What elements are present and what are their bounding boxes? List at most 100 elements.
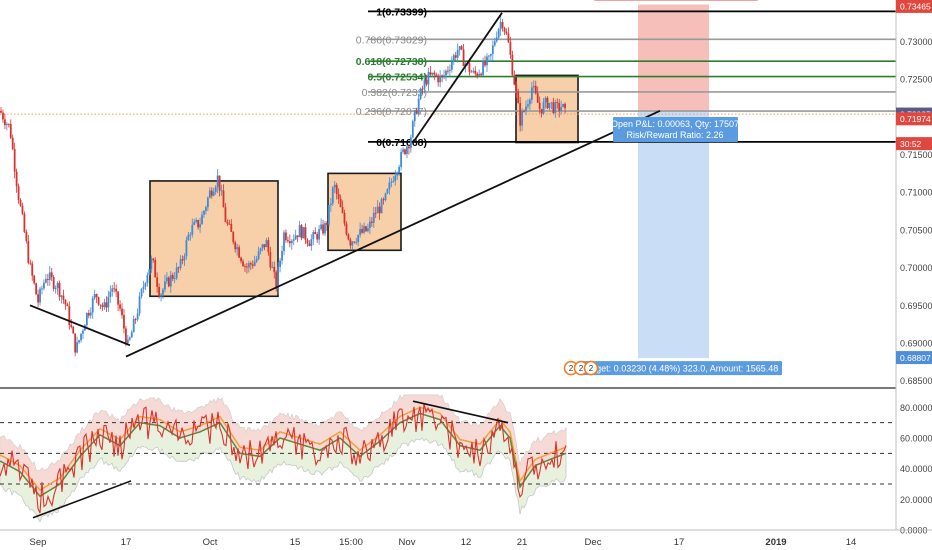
- candle-body: [165, 277, 168, 282]
- candle-body: [91, 298, 94, 313]
- candle-body: [89, 312, 92, 316]
- candle-body: [160, 294, 162, 297]
- candle-body: [525, 106, 527, 111]
- candle-body: [189, 234, 192, 236]
- candle-body: [17, 186, 20, 201]
- candle-body: [199, 224, 201, 228]
- candle-body: [357, 234, 360, 243]
- time-tick-label: 15:00: [339, 537, 363, 548]
- candle-body: [287, 240, 289, 242]
- candle-body: [269, 252, 272, 268]
- candle-body: [513, 75, 516, 85]
- candle-body: [154, 259, 157, 278]
- price-pane[interactable]: 1(0.73399) 0.786(0.73029) 0.618(0.72738) 0.…: [0, 4, 896, 359]
- candle-body: [128, 337, 131, 340]
- time-tick-label: Nov: [399, 537, 416, 548]
- candle-body: [255, 258, 258, 262]
- candle-body: [324, 223, 326, 234]
- candle-body: [74, 333, 77, 353]
- stop-zone: [638, 4, 709, 111]
- candle-body: [515, 84, 518, 92]
- candle-body: [427, 72, 430, 85]
- candle-body: [150, 258, 153, 270]
- fib-label: 1(0.73399): [376, 6, 427, 18]
- candle-body: [177, 267, 180, 269]
- candle-body: [13, 149, 16, 172]
- candle-body: [220, 190, 223, 192]
- candle-body: [341, 207, 344, 213]
- candle-body: [109, 291, 112, 297]
- candle-body: [25, 231, 28, 242]
- candle-body: [35, 283, 38, 295]
- candle-body: [183, 255, 186, 261]
- candle-body: [431, 72, 434, 75]
- candle-body: [312, 232, 315, 240]
- stop-label-bg: [594, 0, 758, 1]
- candle-body: [534, 85, 537, 94]
- candle-body: [441, 75, 443, 77]
- candle-body: [136, 313, 139, 320]
- candle-body: [333, 184, 336, 188]
- candle-body: [450, 61, 453, 70]
- candle-body: [279, 260, 281, 267]
- candle-body: [306, 239, 309, 244]
- price-tick-label: 0.72500: [900, 75, 932, 85]
- rsi-band-area: [0, 394, 567, 523]
- candle-body: [105, 302, 108, 308]
- rsi-pane[interactable]: [0, 394, 896, 523]
- price-axis[interactable]: 0.730000.725000.720000.715000.710000.705…: [900, 37, 932, 386]
- candle-body: [343, 212, 346, 224]
- candle-body: [394, 175, 397, 182]
- candle-body: [367, 228, 369, 232]
- target-zone: [638, 110, 709, 359]
- price-label-bg: [896, 351, 932, 365]
- time-axis[interactable]: Sep 17 Oct 15 15:00 Nov 12 21 Dec 17 2019 14: [30, 537, 857, 548]
- candle-body: [486, 56, 488, 66]
- candle-body: [327, 205, 330, 225]
- candle-body: [460, 46, 463, 50]
- candle-body: [484, 60, 486, 66]
- candle-body: [388, 182, 391, 190]
- candle-body: [411, 121, 414, 138]
- candle-body: [142, 286, 145, 290]
- candle-body: [556, 102, 559, 103]
- candle-body: [495, 37, 498, 42]
- candle-body: [43, 282, 45, 289]
- price-label: 0.73465: [900, 2, 931, 12]
- candle-body: [476, 73, 479, 76]
- support-trendline: [125, 110, 661, 358]
- candle-body: [429, 72, 432, 75]
- open-pnl-label: Open P&L: 0.00063, Qty: 17507: [611, 119, 739, 129]
- candle-body: [558, 102, 561, 111]
- candle-body: [134, 319, 137, 320]
- candle-body: [392, 181, 395, 182]
- candle-body: [296, 235, 299, 238]
- candle-body: [72, 326, 75, 334]
- candle-body: [503, 27, 506, 32]
- candle-body: [249, 263, 252, 265]
- alert-badge-icon: [583, 360, 599, 376]
- rsi-divergence-low: [32, 480, 132, 519]
- candle-body: [103, 302, 106, 308]
- candle-body: [351, 241, 354, 246]
- candle-body: [511, 54, 514, 76]
- position-zones: [638, 4, 709, 359]
- candle-body: [201, 214, 203, 225]
- candle-body: [404, 149, 406, 154]
- candle-body: [501, 22, 504, 28]
- time-tick-label: 12: [461, 537, 472, 548]
- candle-body: [353, 241, 356, 243]
- candle-body: [208, 190, 211, 198]
- candle-body: [197, 220, 200, 228]
- candle-body: [316, 234, 319, 240]
- candle-body: [298, 225, 301, 238]
- candle-body: [378, 206, 381, 214]
- candle-body: [62, 295, 65, 300]
- candle-body: [398, 166, 401, 173]
- candle-body: [158, 286, 160, 297]
- rsi-tick-label: 60.0000: [900, 434, 932, 444]
- candle-body: [406, 146, 408, 154]
